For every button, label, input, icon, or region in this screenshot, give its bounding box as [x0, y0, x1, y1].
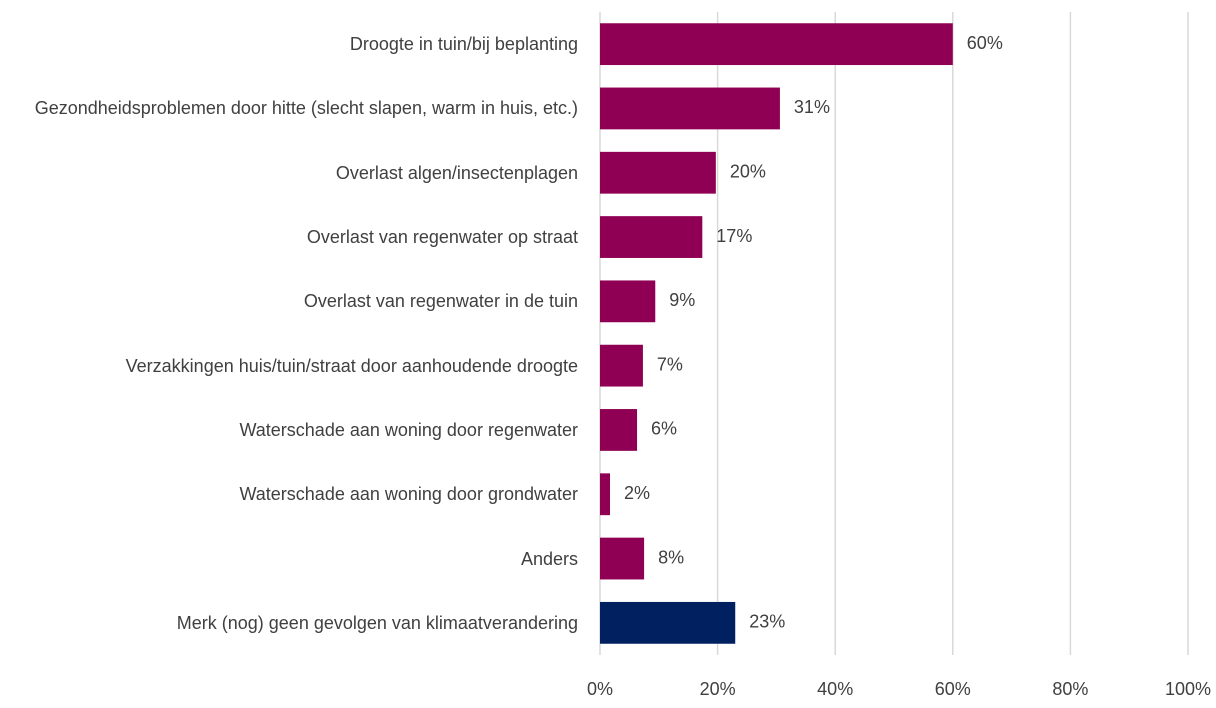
category-label: Overlast van regenwater in de tuin — [303, 291, 578, 312]
value-label: 23% — [749, 612, 785, 632]
bar — [600, 344, 643, 387]
category-label: Waterschade aan woning door regenwater — [239, 419, 578, 440]
value-label: 17% — [716, 226, 752, 246]
x-tick-label: 40% — [817, 679, 853, 699]
bar — [600, 473, 610, 516]
x-tick-label: 60% — [935, 679, 971, 699]
category-label: Anders — [520, 548, 578, 569]
x-tick-label: 20% — [700, 679, 736, 699]
bar — [600, 151, 716, 194]
bar — [600, 537, 645, 580]
x-tick-label: 0% — [587, 679, 613, 699]
value-label: 9% — [669, 290, 695, 310]
value-label: 2% — [624, 483, 650, 503]
category-label: Verzakkingen huis/tuin/straat door aanho… — [125, 355, 578, 376]
category-label: Droogte in tuin/bij beplanting — [349, 34, 578, 55]
category-label: Overlast van regenwater op straat — [306, 227, 578, 248]
bar — [600, 409, 638, 451]
category-label: Gezondheidsproblemen door hitte (slecht … — [34, 98, 578, 119]
value-label: 7% — [657, 354, 683, 374]
category-label: Merk (nog) geen gevolgen van klimaatvera… — [176, 612, 578, 633]
bar — [600, 23, 953, 66]
x-tick-label: 100% — [1165, 679, 1211, 699]
value-label: 8% — [658, 547, 684, 567]
category-label: Overlast algen/insectenplagen — [335, 162, 578, 183]
bar — [600, 87, 780, 130]
bar — [600, 280, 656, 323]
bar — [600, 601, 736, 644]
x-tick-label: 80% — [1052, 679, 1088, 699]
value-label: 31% — [794, 97, 830, 117]
bar — [600, 216, 703, 258]
category-label: Waterschade aan woning door grondwater — [239, 484, 578, 505]
value-label: 20% — [730, 162, 766, 182]
value-label: 60% — [967, 33, 1003, 53]
value-label: 6% — [651, 419, 677, 439]
